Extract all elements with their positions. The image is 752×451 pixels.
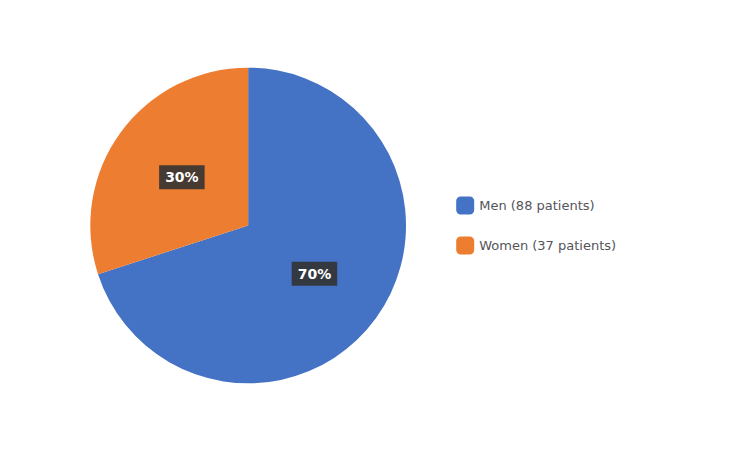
- svg-text:70%: 70%: [298, 266, 332, 282]
- svg-text:Men (88 patients): Men (88 patients): [479, 198, 594, 213]
- svg-text:30%: 30%: [165, 169, 199, 185]
- svg-text:Women (37 patients): Women (37 patients): [479, 238, 616, 253]
